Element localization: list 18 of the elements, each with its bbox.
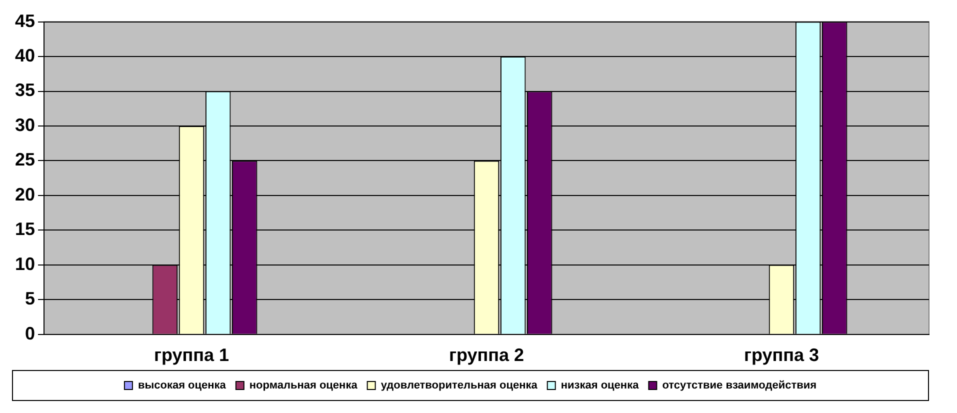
legend-label: отсутствие взаимодействия (662, 380, 817, 392)
y-tick-label: 40 (14, 46, 36, 66)
y-tick-label: 45 (14, 10, 36, 31)
legend-label: нормальная оценка (249, 380, 358, 392)
y-tick-label: 35 (14, 80, 36, 100)
x-tick-label: группа 1 (154, 345, 230, 366)
legend-label: высокая оценка (138, 380, 227, 392)
legend-label: низкая оценка (560, 380, 640, 392)
y-tick-label: 5 (25, 288, 36, 309)
x-tick-label: группа 2 (448, 345, 524, 366)
y-tick-label: 0 (25, 323, 36, 344)
y-tick-label: 15 (14, 219, 36, 240)
legend-label: удовлетворительная оценка (380, 380, 538, 392)
y-tick-label: 10 (14, 254, 36, 274)
x-tick-label: группа 3 (744, 345, 820, 366)
y-tick-label: 25 (14, 150, 36, 170)
y-tick-label: 20 (14, 184, 36, 204)
y-tick-label: 30 (14, 114, 36, 135)
